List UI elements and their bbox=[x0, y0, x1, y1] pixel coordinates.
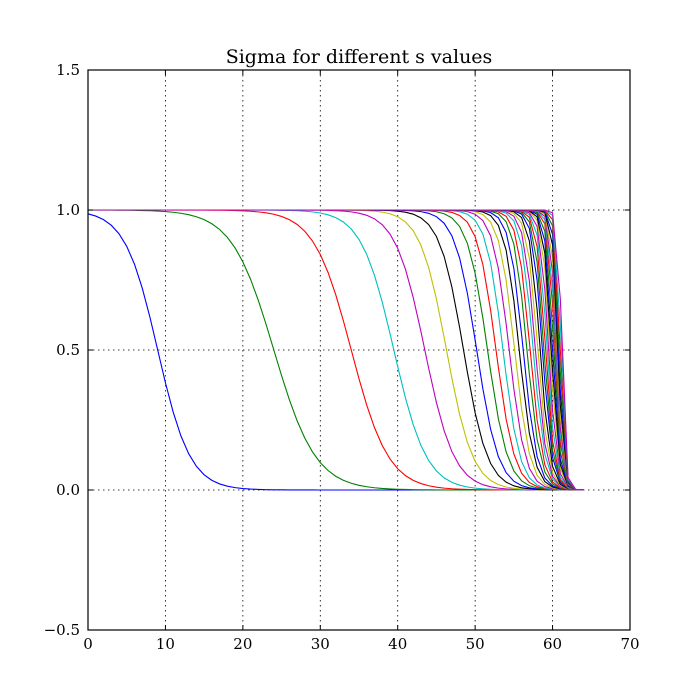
chart-title: Sigma for different s values bbox=[226, 46, 493, 68]
series-lines bbox=[87, 209, 584, 491]
series-line bbox=[88, 209, 584, 491]
x-tick-label: 30 bbox=[311, 635, 330, 653]
x-tick-label: 20 bbox=[233, 635, 252, 653]
y-tick-label: 1.0 bbox=[56, 201, 80, 219]
y-tick-label: 0.0 bbox=[56, 481, 80, 499]
y-tick-label: 1.5 bbox=[56, 61, 80, 79]
y-tick-label: −0.5 bbox=[44, 621, 80, 639]
x-tick-label: 0 bbox=[83, 635, 93, 653]
axis-ticks: 0 10 20 30 40 50 60 70 −0.5 0.0 0.5 1.0 1.5 bbox=[44, 61, 640, 653]
x-tick-label: 70 bbox=[620, 635, 639, 653]
x-tick-label: 50 bbox=[466, 635, 485, 653]
x-tick-label: 40 bbox=[388, 635, 407, 653]
y-tick-label: 0.5 bbox=[56, 341, 80, 359]
x-tick-label: 10 bbox=[156, 635, 175, 653]
x-tick-label: 60 bbox=[543, 635, 562, 653]
